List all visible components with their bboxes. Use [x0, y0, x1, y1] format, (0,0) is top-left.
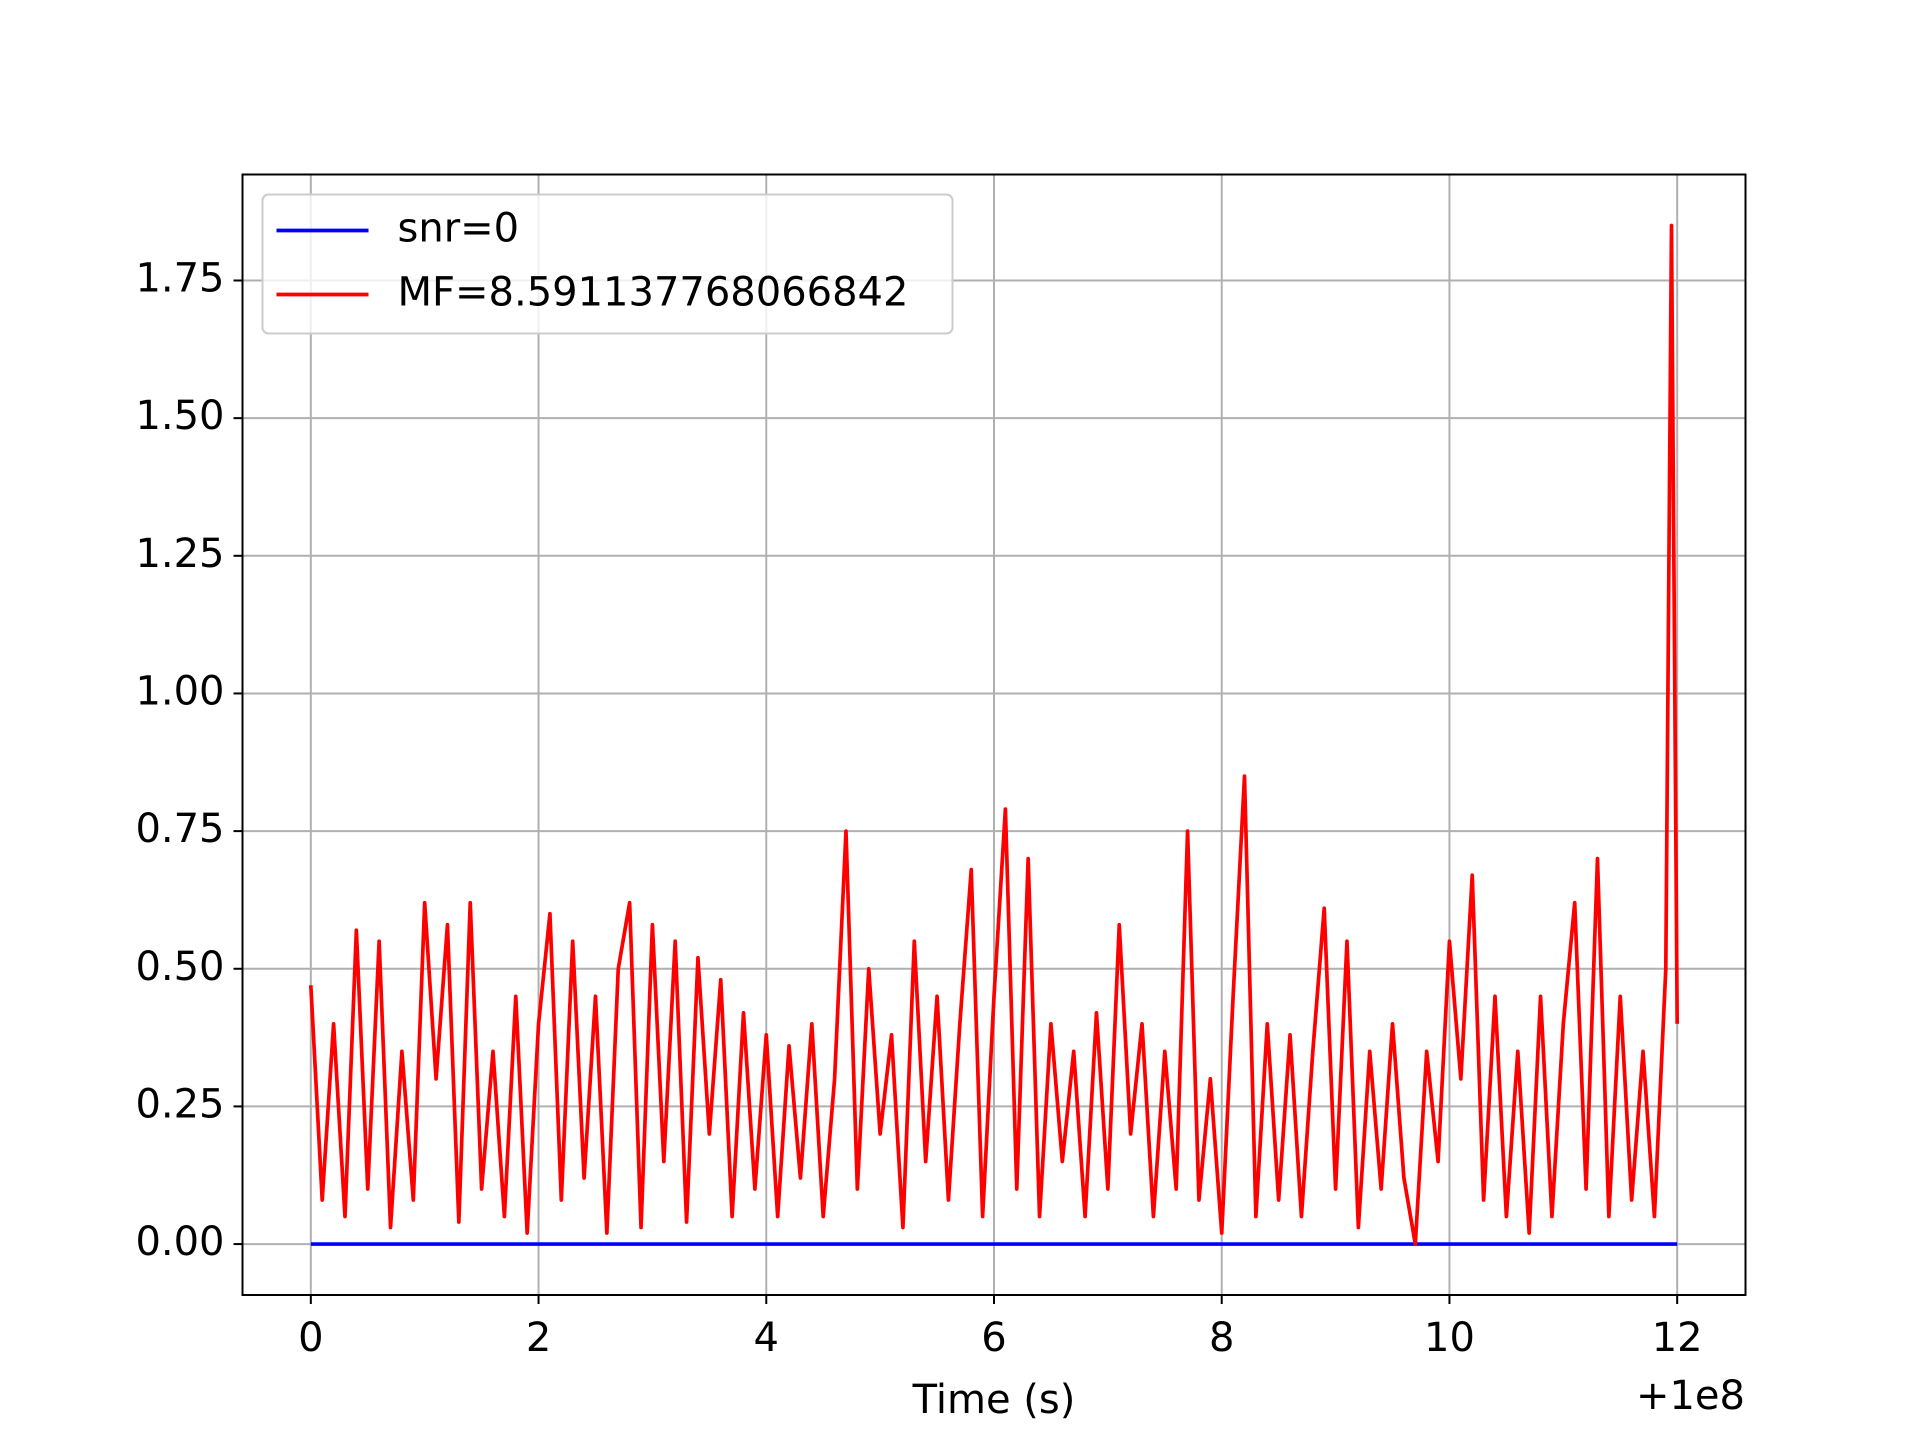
y-tick-label: 1.00 — [135, 668, 224, 714]
data-line — [308, 223, 1680, 1246]
plot-frame — [241, 173, 1747, 1296]
x-axis-label: Time (s) — [912, 1377, 1076, 1423]
x-tick-label: 0 — [298, 1315, 323, 1361]
legend: snr=0 MF=8.591137768066842 — [261, 193, 954, 335]
x-tick-label: 10 — [1424, 1315, 1475, 1361]
y-tick-label: 1.50 — [135, 393, 224, 439]
y-tick-label: 1.75 — [135, 255, 224, 301]
y-tick-label: 0.75 — [135, 806, 224, 852]
y-tick-label: 0.00 — [135, 1219, 224, 1265]
x-tick-label: 12 — [1652, 1315, 1703, 1361]
legend-label: MF=8.591137768066842 — [398, 270, 909, 316]
x-tick-label: 6 — [981, 1315, 1006, 1361]
x-tick-label: 8 — [1209, 1315, 1234, 1361]
y-tick-label: 0.50 — [135, 944, 224, 990]
x-offset-text: +1e8 — [1636, 1373, 1745, 1419]
legend-box — [261, 193, 954, 335]
y-tick-label: 1.25 — [135, 531, 224, 577]
y-tick-label: 0.25 — [135, 1081, 224, 1127]
legend-label: snr=0 — [398, 206, 520, 252]
x-tick-label: 2 — [526, 1315, 551, 1361]
x-tick-label: 4 — [754, 1315, 779, 1361]
